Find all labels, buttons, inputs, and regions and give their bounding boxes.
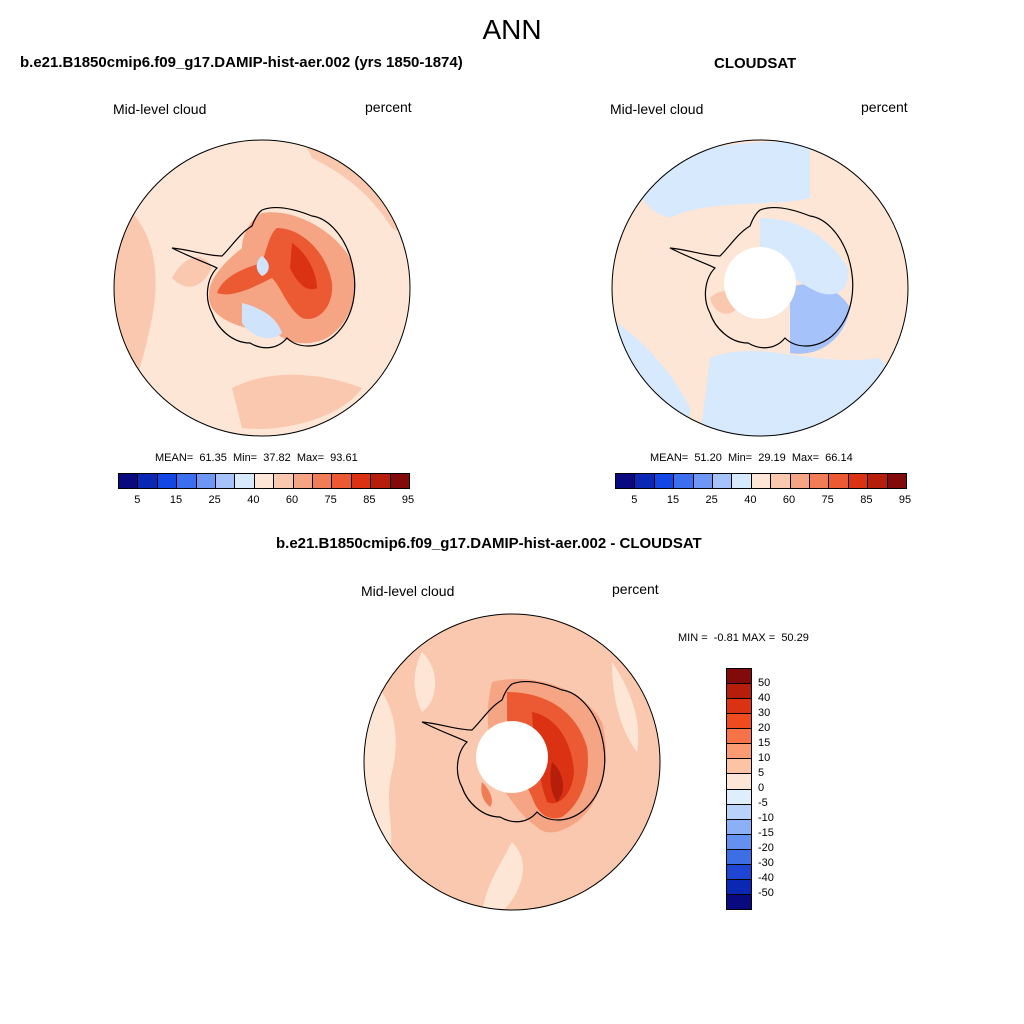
colorbar-swatch xyxy=(390,474,410,488)
colorbar-swatch xyxy=(654,474,675,488)
colorbar-swatch xyxy=(727,819,751,835)
colorbar-tick-label: 60 xyxy=(782,494,796,506)
colorbar-swatch xyxy=(887,474,907,488)
panel2-field-label: Mid-level cloud xyxy=(610,101,704,117)
colorbar-tick-label: 20 xyxy=(758,722,771,734)
colorbar-swatch xyxy=(751,474,772,488)
colorbar-swatch xyxy=(693,474,714,488)
colorbar-tick-label: 15 xyxy=(169,494,183,506)
colorbar-swatch xyxy=(727,804,751,820)
panel3-field-label: Mid-level cloud xyxy=(361,583,455,599)
colorbar-swatch xyxy=(790,474,811,488)
colorbar-swatch xyxy=(868,474,888,488)
panel3-units: percent xyxy=(612,581,659,597)
colorbar-tick-label: 5 xyxy=(631,494,638,506)
panel1-colorbar xyxy=(118,473,410,489)
colorbar-swatch xyxy=(727,684,751,700)
panel1-units: percent xyxy=(365,99,412,115)
colorbar-swatch xyxy=(727,669,751,685)
colorbar-swatch xyxy=(635,474,655,488)
colorbar-swatch xyxy=(727,894,751,909)
colorbar-swatch xyxy=(371,474,391,488)
colorbar-swatch xyxy=(157,474,178,488)
panel2-units: percent xyxy=(861,99,908,115)
colorbar-swatch xyxy=(727,879,751,895)
panel2-stats: MEAN= 51.20 Min= 29.19 Max= 66.14 xyxy=(650,452,853,464)
colorbar-swatch xyxy=(293,474,314,488)
panel3-title: b.e21.B1850cmip6.f09_g17.DAMIP-hist-aer.… xyxy=(276,535,702,552)
colorbar-tick-label: -30 xyxy=(758,857,774,869)
panel3-colorbar xyxy=(726,668,752,910)
colorbar-tick-label: -40 xyxy=(758,872,774,884)
colorbar-swatch xyxy=(332,474,352,488)
colorbar-tick-label: 40 xyxy=(758,692,771,704)
colorbar-swatch xyxy=(727,849,751,865)
colorbar-tick-label: 15 xyxy=(666,494,680,506)
colorbar-swatch xyxy=(771,474,791,488)
colorbar-swatch xyxy=(727,759,751,775)
colorbar-tick-label: 25 xyxy=(705,494,718,506)
colorbar-tick-label: 50 xyxy=(758,677,771,689)
colorbar-tick-label: 30 xyxy=(758,707,771,719)
colorbar-swatch xyxy=(274,474,294,488)
panel1-title: b.e21.B1850cmip6.f09_g17.DAMIP-hist-aer.… xyxy=(20,54,463,71)
colorbar-swatch xyxy=(119,474,139,488)
panel3-colorbar-ticks: 50 40 30 20 15 10 5 0 -5 -10 -15 -20 -30 -40 -50 xyxy=(758,668,798,908)
colorbar-swatch xyxy=(235,474,255,488)
colorbar-tick-label: -5 xyxy=(758,797,768,809)
colorbar-swatch xyxy=(727,729,751,745)
colorbar-swatch xyxy=(713,474,733,488)
colorbar-swatch xyxy=(732,474,752,488)
colorbar-swatch xyxy=(727,714,751,730)
colorbar-tick-label: 25 xyxy=(208,494,221,506)
colorbar-swatch xyxy=(848,474,869,488)
colorbar-tick-label: 40 xyxy=(744,494,757,506)
panel3-polar-map xyxy=(363,613,661,911)
main-title: ANN xyxy=(482,14,542,45)
panel1-polar-map xyxy=(113,139,411,437)
colorbar-tick-label: -50 xyxy=(758,887,774,899)
colorbar-swatch xyxy=(727,774,751,790)
panel1-colorbar-ticks: 5 15 25 40 60 75 85 95 xyxy=(118,494,414,508)
panel2-polar-map xyxy=(611,139,909,437)
colorbar-swatch xyxy=(177,474,197,488)
colorbar-tick-label: 95 xyxy=(898,494,912,506)
panel2-colorbar-ticks: 5 15 25 40 60 75 85 95 xyxy=(615,494,911,508)
colorbar-swatch xyxy=(727,744,751,760)
colorbar-tick-label: 75 xyxy=(821,494,834,506)
colorbar-swatch xyxy=(616,474,636,488)
colorbar-tick-label: 75 xyxy=(324,494,337,506)
colorbar-swatch xyxy=(196,474,217,488)
colorbar-tick-label: 95 xyxy=(401,494,415,506)
colorbar-tick-label: 40 xyxy=(247,494,260,506)
colorbar-tick-label: 10 xyxy=(758,752,771,764)
colorbar-tick-label: 60 xyxy=(285,494,299,506)
colorbar-tick-label: 85 xyxy=(860,494,873,506)
colorbar-swatch xyxy=(727,834,751,850)
colorbar-tick-label: -20 xyxy=(758,842,774,854)
colorbar-swatch xyxy=(351,474,372,488)
panel2-title: CLOUDSAT xyxy=(714,55,797,72)
panel2-colorbar xyxy=(615,473,907,489)
colorbar-tick-label: -10 xyxy=(758,812,774,824)
colorbar-tick-label: 0 xyxy=(758,782,765,794)
panel1-field-label: Mid-level cloud xyxy=(113,101,207,117)
colorbar-tick-label: 15 xyxy=(758,737,771,749)
colorbar-swatch xyxy=(254,474,275,488)
colorbar-swatch xyxy=(138,474,158,488)
colorbar-tick-label: 5 xyxy=(134,494,141,506)
colorbar-tick-label: -15 xyxy=(758,827,774,839)
colorbar-swatch xyxy=(216,474,236,488)
colorbar-tick-label: 85 xyxy=(363,494,376,506)
colorbar-swatch xyxy=(727,699,751,715)
panel3-stats: MIN = -0.81 MAX = 50.29 xyxy=(678,632,809,644)
colorbar-swatch xyxy=(727,789,751,805)
panel1-stats: MEAN= 61.35 Min= 37.82 Max= 93.61 xyxy=(155,452,358,464)
colorbar-swatch xyxy=(810,474,830,488)
colorbar-swatch xyxy=(313,474,333,488)
colorbar-tick-label: 5 xyxy=(758,767,765,779)
colorbar-swatch xyxy=(829,474,849,488)
colorbar-swatch xyxy=(727,864,751,880)
colorbar-swatch xyxy=(674,474,694,488)
